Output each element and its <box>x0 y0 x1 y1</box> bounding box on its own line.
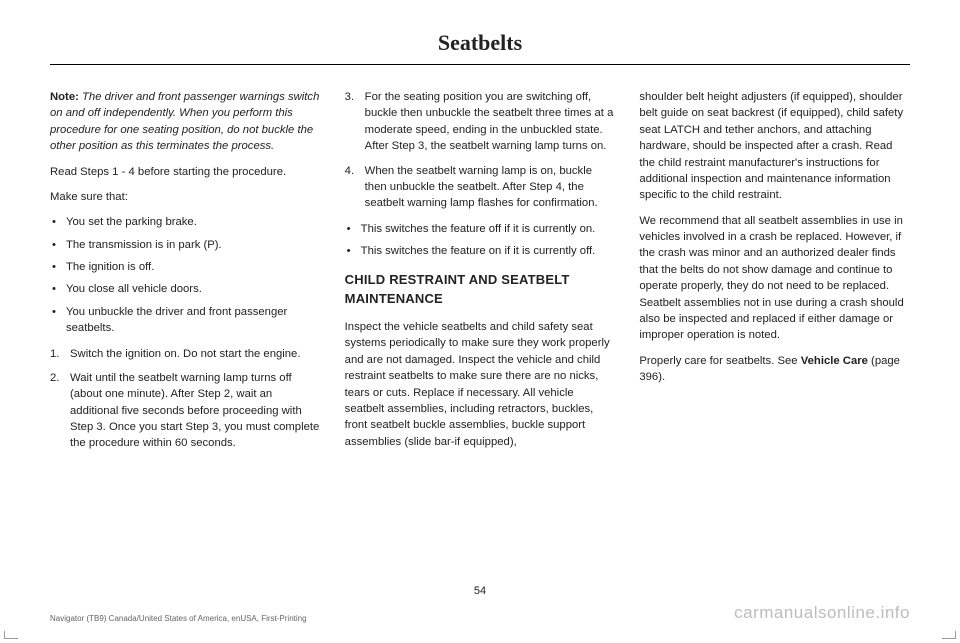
column-2: 3. For the seating position you are switc… <box>345 89 616 575</box>
footer-watermark: carmanualsonline.info <box>734 603 910 623</box>
procedure-steps-cont: 3. For the seating position you are switc… <box>345 89 616 212</box>
sub-bullets: This switches the feature off if it is c… <box>345 221 616 260</box>
list-item: This switches the feature off if it is c… <box>345 221 616 237</box>
list-item: You close all vehicle doors. <box>50 281 321 297</box>
step-text: For the seating position you are switchi… <box>365 91 614 152</box>
list-item: The ignition is off. <box>50 259 321 275</box>
note-paragraph: Note: The driver and front passenger war… <box>50 89 321 155</box>
step-text: Switch the ignition on. Do not start the… <box>70 348 300 360</box>
list-item: The transmission is in park (P). <box>50 237 321 253</box>
note-label: Note: <box>50 91 79 103</box>
step-item: 2. Wait until the seatbelt warning lamp t… <box>50 370 321 452</box>
step-item: 1. Switch the ignition on. Do not start t… <box>50 346 321 362</box>
read-steps-text: Read Steps 1 - 4 before starting the pro… <box>50 164 321 180</box>
care-text-a: Properly care for seatbelts. See <box>639 355 800 367</box>
step-item: 3. For the seating position you are switc… <box>345 89 616 155</box>
procedure-steps: 1. Switch the ignition on. Do not start t… <box>50 346 321 452</box>
step-item: 4. When the seatbelt warning lamp is on, … <box>345 163 616 212</box>
maintenance-para-cont: shoulder belt height adjusters (if equip… <box>639 89 910 204</box>
vehicle-care-link: Vehicle Care <box>801 355 868 367</box>
maintenance-para: Inspect the vehicle seatbelts and child … <box>345 319 616 450</box>
list-item: You set the parking brake. <box>50 214 321 230</box>
step-text: When the seatbelt warning lamp is on, bu… <box>365 165 598 210</box>
page-number: 54 <box>50 585 910 597</box>
content-columns: Note: The driver and front passenger war… <box>50 89 910 575</box>
column-1: Note: The driver and front passenger war… <box>50 89 321 575</box>
list-item: This switches the feature on if it is cu… <box>345 243 616 259</box>
recommend-para: We recommend that all seatbelt assemblie… <box>639 213 910 344</box>
footer-left: Navigator (TB9) Canada/United States of … <box>50 614 307 623</box>
crop-mark-bl <box>4 631 18 639</box>
step-number: 2. <box>50 370 59 386</box>
list-item: You unbuckle the driver and front passen… <box>50 304 321 337</box>
step-text: Wait until the seatbelt warning lamp tur… <box>70 372 319 450</box>
footer: Navigator (TB9) Canada/United States of … <box>50 603 910 623</box>
checklist: You set the parking brake. The transmiss… <box>50 214 321 336</box>
page-title: Seatbelts <box>50 30 910 65</box>
make-sure-text: Make sure that: <box>50 189 321 205</box>
section-heading: CHILD RESTRAINT AND SEATBELT MAINTENANCE <box>345 271 616 309</box>
care-para: Properly care for seatbelts. See Vehicle… <box>639 353 910 386</box>
column-3: shoulder belt height adjusters (if equip… <box>639 89 910 575</box>
step-number: 4. <box>345 163 354 179</box>
manual-page: Seatbelts Note: The driver and front pas… <box>0 0 960 643</box>
note-text: The driver and front passenger warnings … <box>50 91 319 152</box>
step-number: 3. <box>345 89 354 105</box>
crop-mark-br <box>942 631 956 639</box>
step-number: 1. <box>50 346 59 362</box>
